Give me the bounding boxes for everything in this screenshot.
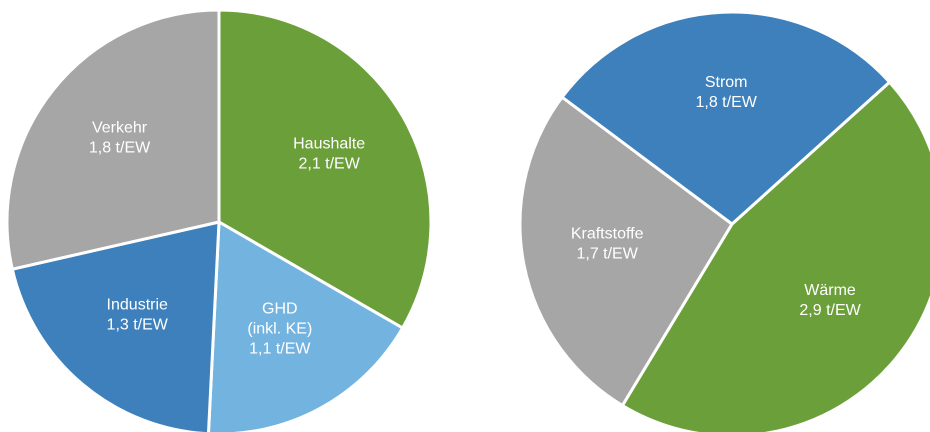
label-line: Wärme <box>804 282 856 299</box>
pie-slice <box>5 8 221 271</box>
value-label: 1,8 t/EW <box>89 140 151 157</box>
value-label: 1,1 t/EW <box>249 341 311 358</box>
label-line: Verkehr <box>92 120 148 137</box>
slice-label: Industrie <box>107 296 168 313</box>
label-line: Industrie <box>107 296 168 313</box>
label-line: GHD <box>262 301 298 318</box>
pie-slice <box>217 8 433 331</box>
value-label: 1,7 t/EW <box>576 245 638 262</box>
slice-label: Verkehr <box>92 120 148 137</box>
slice-label: Strom <box>705 74 748 91</box>
value-label: 1,8 t/EW <box>695 94 757 111</box>
value-label: 2,1 t/EW <box>298 155 360 172</box>
pie-slice <box>518 95 734 408</box>
label-line: Haushalte <box>293 135 365 152</box>
pie-slice <box>207 219 405 432</box>
slice-label: Wärme <box>804 282 856 299</box>
slice-label: Haushalte <box>293 135 365 152</box>
slice-label: Kraftstoffe <box>571 225 644 242</box>
label-line: Strom <box>705 74 748 91</box>
label-line: (inkl. KE) <box>247 321 312 338</box>
value-label: 1,3 t/EW <box>107 316 169 333</box>
pie-slice <box>620 80 930 432</box>
slice-label: GHD (inkl. KE) <box>247 301 312 338</box>
pie-slice <box>560 10 892 226</box>
label-line: Kraftstoffe <box>571 225 644 242</box>
pie-slice <box>10 220 221 432</box>
value-label: 2,9 t/EW <box>799 302 861 319</box>
